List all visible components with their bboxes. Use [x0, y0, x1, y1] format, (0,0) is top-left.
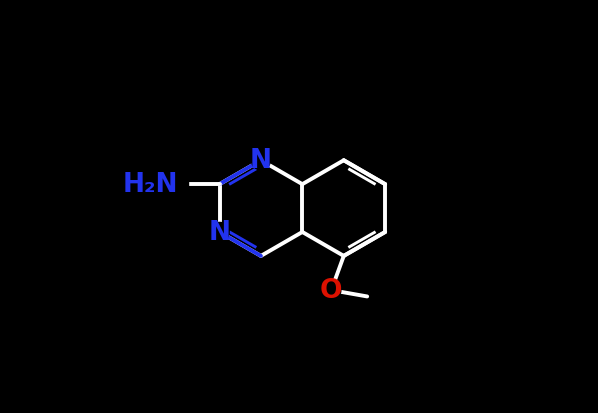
Text: O: O — [320, 278, 343, 304]
Circle shape — [210, 223, 229, 242]
Text: H₂N: H₂N — [123, 172, 179, 198]
Circle shape — [251, 151, 270, 171]
Bar — [149, 173, 188, 196]
Text: N: N — [250, 148, 272, 174]
Text: N: N — [209, 219, 230, 245]
Circle shape — [322, 281, 341, 300]
